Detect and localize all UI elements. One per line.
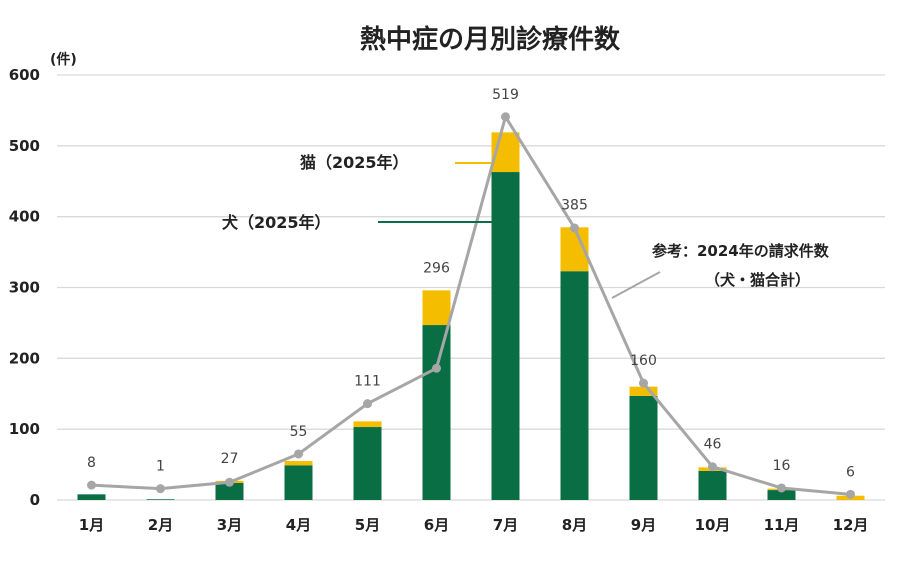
total-label: 296	[423, 260, 450, 276]
y-tick-label: 600	[9, 66, 40, 84]
line-point	[87, 480, 96, 490]
line-point	[432, 363, 441, 373]
line-point	[501, 112, 510, 122]
x-tick-label: 8月	[562, 516, 587, 534]
x-tick-label: 2月	[148, 516, 173, 534]
bar-dog	[422, 325, 451, 500]
x-tick-label: 10月	[695, 516, 731, 534]
x-tick-label: 9月	[631, 516, 656, 534]
total-label: 519	[492, 87, 519, 103]
legend-line: 参考：2024年の請求件数	[652, 242, 830, 260]
total-label: 16	[773, 458, 791, 474]
line-point	[708, 462, 717, 472]
line-point	[225, 477, 234, 487]
bar-dog	[215, 483, 244, 500]
x-tick-label: 7月	[493, 516, 518, 534]
y-tick-label: 200	[9, 349, 40, 367]
bar-dog	[353, 427, 382, 500]
x-tick-label: 1月	[79, 516, 104, 534]
x-tick-label: 3月	[217, 516, 242, 534]
bar-dog	[77, 494, 106, 500]
x-tick-label: 4月	[286, 516, 311, 534]
line-point	[156, 484, 165, 494]
line-point	[846, 489, 855, 499]
line-2024	[91, 113, 851, 496]
total-label: 6	[846, 464, 855, 480]
y-tick-label: 0	[30, 491, 40, 509]
bar-dog	[698, 470, 727, 500]
bar-dog	[146, 499, 175, 500]
legend-line-leader	[611, 271, 661, 299]
x-tick-label: 11月	[764, 516, 800, 534]
chart-title: 熱中症の月別診療件数	[360, 24, 621, 55]
bar-dog	[491, 172, 520, 500]
total-label: 55	[290, 424, 308, 440]
line-point	[639, 378, 648, 388]
bar-cat	[284, 461, 313, 466]
total-label: 385	[561, 197, 588, 213]
y-tick-label: 500	[9, 137, 40, 155]
bar-cat	[353, 421, 382, 428]
total-label: 8	[87, 455, 96, 471]
unit-label: (件)	[50, 51, 77, 68]
legend-cat: 猫（2025年）	[300, 153, 409, 172]
x-tick-label: 12月	[833, 516, 869, 534]
legend-dog: 犬（2025年）	[222, 213, 331, 232]
y-tick-label: 400	[9, 208, 40, 226]
line-point	[294, 449, 303, 459]
bar-dog	[629, 395, 658, 500]
bar-dog	[767, 490, 796, 500]
line-point	[363, 399, 372, 409]
bar-dog	[560, 271, 589, 500]
y-tick-label: 100	[9, 420, 40, 438]
bar-dog	[284, 465, 313, 500]
total-label: 46	[704, 437, 722, 453]
x-tick-label: 6月	[424, 516, 449, 534]
x-tick-label: 5月	[355, 516, 380, 534]
total-label: 160	[630, 353, 657, 369]
bar-cat	[422, 290, 451, 326]
line-point	[777, 483, 786, 493]
bar-cat	[629, 386, 658, 396]
line-point	[570, 223, 579, 233]
legend-line-sub: （犬・猫合計）	[705, 271, 810, 289]
total-label: 1	[156, 459, 165, 475]
y-tick-label: 300	[9, 279, 40, 297]
total-label: 27	[221, 451, 239, 467]
total-label: 111	[354, 374, 381, 390]
